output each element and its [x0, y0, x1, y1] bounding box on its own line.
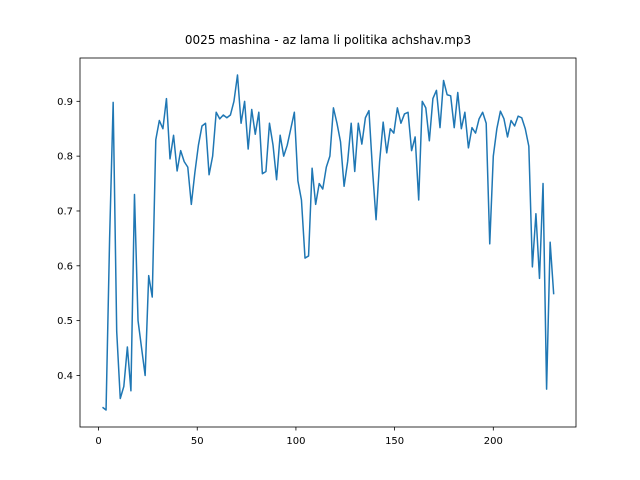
plot-frame [79, 57, 577, 428]
y-tick-label: 0.7 [57, 206, 73, 217]
y-tick-label: 0.8 [57, 152, 73, 163]
x-tick-label: 150 [385, 436, 404, 447]
x-tick-label: 100 [286, 436, 305, 447]
chart-title: 0025 mashina - az lama li politika achsh… [185, 33, 471, 47]
y-tick-label: 0.9 [57, 97, 73, 108]
data-line [102, 74, 555, 411]
x-tick-label: 0 [95, 436, 101, 447]
y-tick-label: 0.4 [57, 371, 73, 382]
y-tick-label: 0.5 [57, 316, 73, 327]
x-tick-label: 200 [484, 436, 503, 447]
x-tick-label: 50 [191, 436, 204, 447]
y-tick-label: 0.6 [57, 261, 73, 272]
